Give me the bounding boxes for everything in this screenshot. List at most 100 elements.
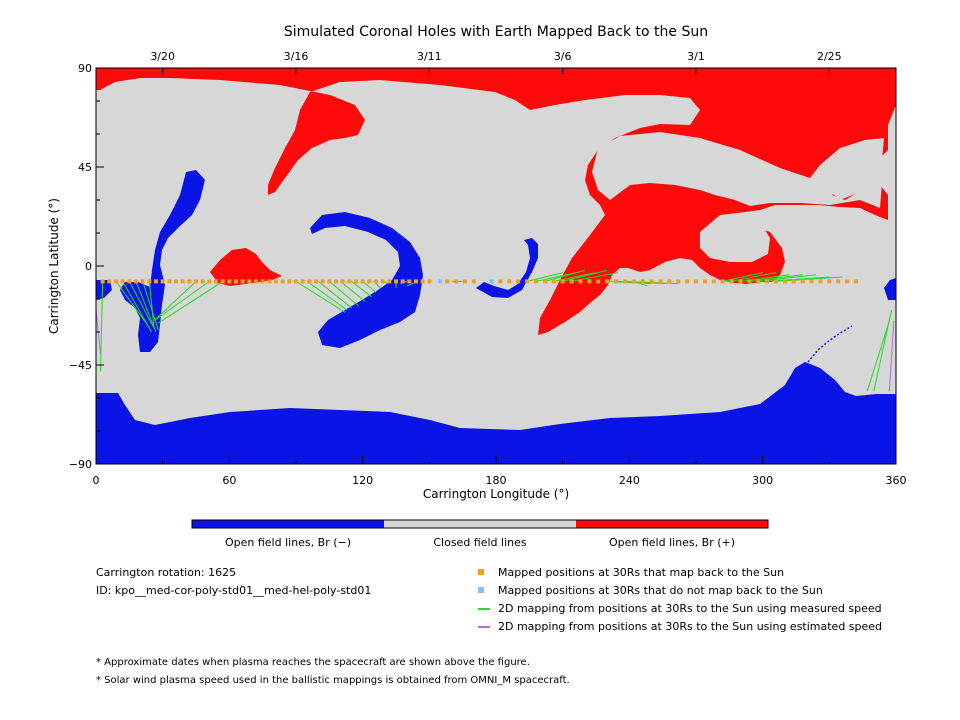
mapped-point bbox=[374, 279, 378, 284]
mapped-point bbox=[274, 279, 278, 284]
measured-link bbox=[340, 281, 366, 302]
mapped-point bbox=[394, 279, 398, 284]
legend-square-swatch bbox=[478, 587, 484, 593]
mapped-point bbox=[174, 279, 178, 284]
mapped-point bbox=[498, 279, 503, 284]
mapped-point bbox=[227, 279, 232, 284]
mapped-points bbox=[100, 279, 858, 284]
measured-link bbox=[544, 269, 586, 282]
measured-link bbox=[384, 281, 388, 284]
south-polar-hole bbox=[96, 362, 896, 464]
measured-link bbox=[128, 281, 155, 328]
measured-link bbox=[155, 281, 197, 320]
measured-link bbox=[99, 281, 104, 372]
mapped-point bbox=[307, 279, 312, 284]
legend-label: 2D mapping from positions at 30Rs to the… bbox=[498, 602, 882, 615]
negative-hole-lon185 bbox=[476, 238, 538, 298]
estimated-link bbox=[888, 320, 895, 392]
mapped-point bbox=[809, 279, 814, 284]
y-axis-label: Carrington Latitude (°) bbox=[47, 198, 61, 334]
mapped-point bbox=[836, 279, 841, 284]
mapped-point bbox=[200, 279, 205, 284]
colorbar-segment bbox=[576, 520, 768, 528]
mapped-point bbox=[220, 279, 225, 284]
mapped-point bbox=[622, 279, 627, 284]
mapped-point bbox=[180, 279, 185, 284]
measured-link bbox=[153, 280, 210, 322]
mapped-point bbox=[300, 279, 305, 284]
date-label: 3/1 bbox=[687, 50, 705, 63]
mapped-point bbox=[507, 279, 512, 284]
mapped-point bbox=[471, 279, 476, 284]
mapped-point bbox=[147, 279, 152, 284]
unmapped-point bbox=[438, 279, 443, 284]
mapped-point bbox=[120, 279, 125, 284]
mapped-point bbox=[114, 279, 118, 284]
mapped-point bbox=[340, 279, 345, 284]
mapped-point bbox=[367, 279, 372, 284]
mapped-point bbox=[614, 279, 618, 284]
legend-line-swatch bbox=[478, 626, 490, 628]
colorbar-label: Closed field lines bbox=[433, 536, 527, 549]
mapped-point bbox=[140, 279, 145, 284]
x-tick-label: 60 bbox=[222, 474, 236, 487]
legend-square-swatch bbox=[478, 569, 484, 575]
mapped-point bbox=[154, 279, 158, 284]
measured-link bbox=[317, 281, 352, 309]
measured-link bbox=[775, 276, 843, 282]
mapped-point bbox=[765, 279, 770, 284]
mapped-point bbox=[107, 279, 112, 284]
mapped-point bbox=[327, 279, 332, 284]
date-label: 3/16 bbox=[284, 50, 309, 63]
positive-hole-lon60 bbox=[210, 248, 282, 286]
x-tick-label: 180 bbox=[486, 474, 507, 487]
mapped-point bbox=[267, 279, 272, 284]
mapped-point bbox=[578, 279, 583, 284]
measured-link bbox=[148, 281, 155, 326]
top-date-axis: 3/20 3/16 3/11 3/6 3/1 2/25 bbox=[150, 50, 842, 74]
mapped-point bbox=[800, 279, 805, 284]
mapped-point bbox=[676, 279, 681, 284]
measured-link bbox=[351, 281, 372, 298]
mapped-point bbox=[685, 279, 690, 284]
measured-link bbox=[535, 272, 577, 282]
measured-link bbox=[295, 280, 346, 313]
mapped-point bbox=[774, 279, 778, 284]
mapped-point bbox=[782, 279, 787, 284]
negative-hole-trail bbox=[807, 325, 853, 363]
measured-link bbox=[633, 280, 648, 287]
x-tick-label: 120 bbox=[352, 474, 373, 487]
mapped-point bbox=[127, 279, 132, 284]
note-dates: * Approximate dates when plasma reaches … bbox=[96, 657, 530, 668]
legend-label: Mapped positions at 30Rs that do not map… bbox=[498, 584, 823, 597]
mapped-point bbox=[845, 279, 850, 284]
x-tick-label: 360 bbox=[886, 474, 907, 487]
mapped-point bbox=[214, 279, 218, 284]
measured-link bbox=[115, 281, 150, 328]
mapped-point bbox=[347, 279, 352, 284]
mapped-point bbox=[314, 279, 318, 284]
negative-hole-lon120 bbox=[310, 212, 423, 348]
x-axis-label: Carrington Longitude (°) bbox=[423, 487, 569, 501]
colorbar-segment bbox=[384, 520, 576, 528]
mapped-point bbox=[605, 279, 610, 284]
date-label: 3/11 bbox=[417, 50, 442, 63]
y-tick-labels: 90 45 0 −45 −90 bbox=[69, 62, 92, 471]
mapped-point bbox=[720, 279, 725, 284]
date-label: 3/20 bbox=[150, 50, 175, 63]
note-omni: * Solar wind plasma speed used in the ba… bbox=[96, 675, 570, 686]
x-tick-label: 300 bbox=[752, 474, 773, 487]
measured-link bbox=[722, 272, 763, 282]
colorbar: Open field lines, Br (−) Closed field lin… bbox=[191, 519, 769, 549]
measured-link bbox=[873, 309, 893, 392]
negative-hole-lon25 bbox=[120, 170, 205, 352]
mapped-point bbox=[516, 279, 521, 284]
mapped-point bbox=[667, 279, 672, 284]
mapped-point bbox=[756, 279, 761, 284]
mapped-point bbox=[827, 279, 832, 284]
y-tick-label: 0 bbox=[85, 260, 92, 273]
mapped-point bbox=[462, 279, 467, 284]
measured-link bbox=[329, 281, 359, 306]
mapped-point bbox=[414, 279, 418, 284]
colorbar-label: Open field lines, Br (−) bbox=[225, 536, 351, 549]
